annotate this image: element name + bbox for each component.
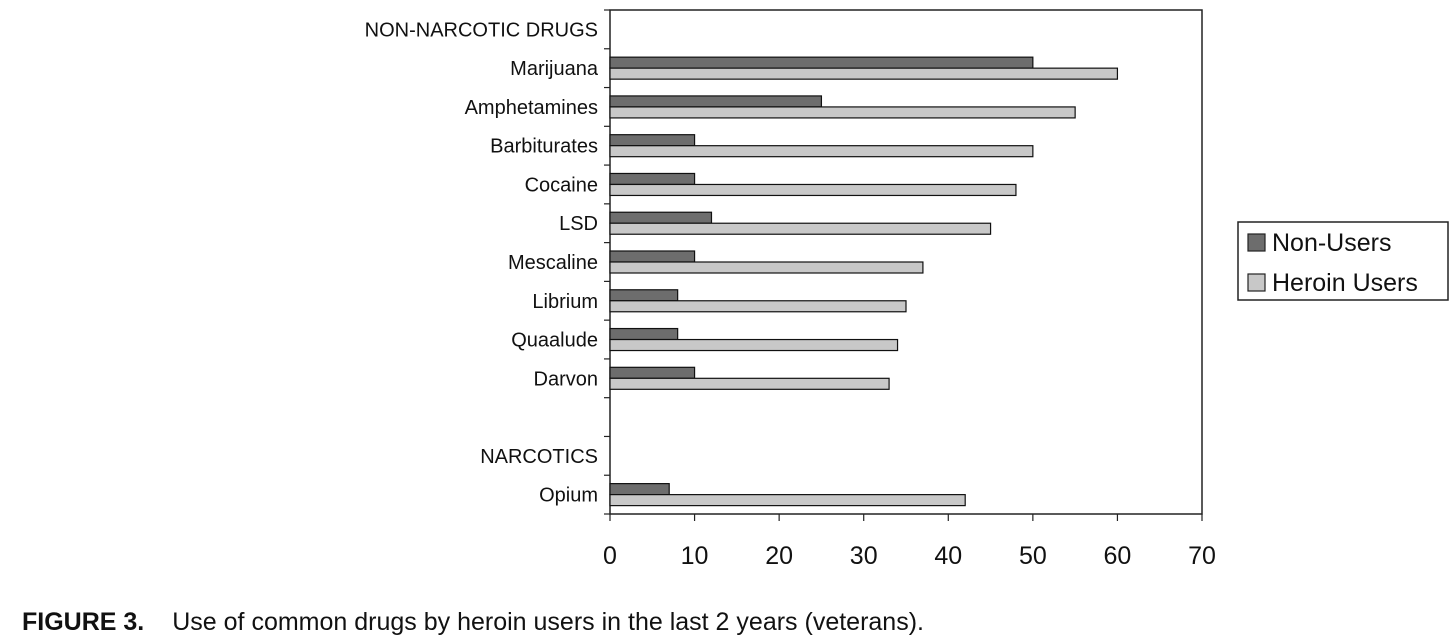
category-label-amphetamines: Amphetamines [465,97,598,119]
bar-non-users-cocaine [609,172,696,186]
group-heading-narcotics: NARCOTICS [480,446,598,468]
category-labels: NON-NARCOTIC DRUGS Marijuana Amphetamines B… [365,19,599,506]
legend-swatch-heroin-users [1247,273,1266,292]
group-heading-non-narcotic-drugs: NON-NARCOTIC DRUGS [365,19,598,41]
category-label-quaalude: Quaalude [511,330,598,352]
bar-heroin-users-mescaline [609,261,924,274]
bar-heroin-users-darvon [609,377,890,390]
bar-heroin-users-barbiturates [609,145,1034,158]
y-axis-ticks [604,9,610,515]
bar-non-users-opium [609,483,670,496]
bar-non-users-barbiturates [609,134,696,147]
legend: Non-Users Heroin Users [1237,221,1449,301]
bar-heroin-users-librium [609,300,907,313]
bar-heroin-users-opium [609,494,966,507]
caption-text: Use of common drugs by heroin users in t… [172,608,924,636]
bar-non-users-mescaline [609,250,696,263]
legend-label-non-users: Non-Users [1272,229,1391,257]
bar-heroin-users-cocaine [609,183,1017,197]
x-tick-label: 50 [1019,542,1047,570]
category-label-marijuana: Marijuana [510,58,599,80]
bar-non-users-librium [609,289,679,302]
bar-non-users-lsd [609,211,713,224]
bar-non-users-amphetamines [609,95,823,108]
category-label-mescaline: Mescaline [508,252,598,274]
bar-non-users-marijuana [609,56,1034,69]
x-axis: 0 10 20 30 40 50 60 70 [603,514,1216,570]
bar-non-users-darvon [609,366,696,379]
category-label-lsd: LSD [559,213,598,235]
bar-non-users-quaalude [609,327,679,341]
bar-chart: NON-NARCOTIC DRUGS Marijuana Amphetamines B… [365,9,1449,570]
bar-heroin-users-quaalude [609,338,899,352]
x-tick-label: 60 [1104,542,1132,570]
figure-caption: FIGURE 3. Use of common drugs by heroin u… [22,608,924,637]
x-tick-label: 40 [934,542,962,570]
category-label-barbiturates: Barbiturates [490,136,598,158]
x-tick-label: 70 [1188,542,1216,570]
x-tick-label: 30 [850,542,878,570]
bar-heroin-users-marijuana [609,67,1119,80]
category-label-darvon: Darvon [534,368,598,390]
category-label-opium: Opium [539,485,598,507]
bars [609,56,1119,507]
x-tick-label: 10 [681,542,709,570]
legend-label-heroin-users: Heroin Users [1272,269,1418,297]
bar-heroin-users-lsd [609,222,992,235]
legend-box [1237,221,1449,301]
legend-swatch-non-users [1247,233,1266,252]
x-tick-label: 20 [765,542,793,570]
category-label-librium: Librium [532,291,598,313]
category-label-cocaine: Cocaine [525,174,598,196]
caption-figure-number: FIGURE 3. [22,608,145,636]
bar-heroin-users-amphetamines [609,106,1076,119]
x-tick-label: 0 [603,542,617,570]
